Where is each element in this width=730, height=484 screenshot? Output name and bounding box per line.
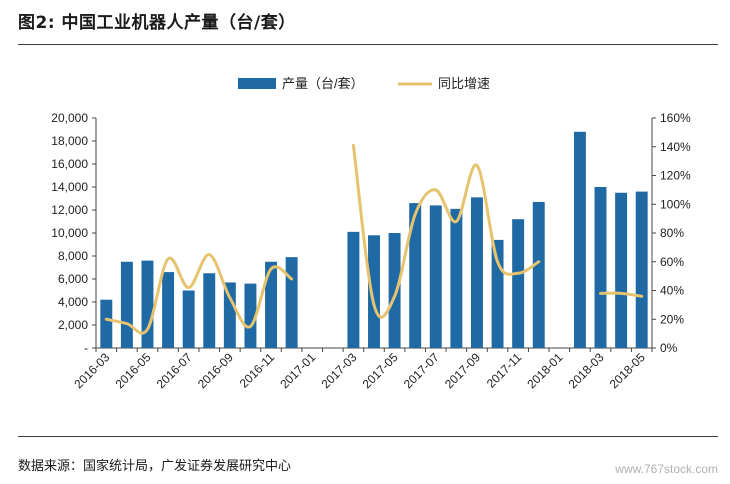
- watermark: www.767stock.com: [615, 462, 718, 476]
- bar-production: [409, 203, 422, 348]
- bar-production: [594, 187, 607, 348]
- legend-label-production: 产量（台/套）: [282, 76, 364, 91]
- bar-production: [615, 192, 628, 348]
- left-axis-tick-label: 18,000: [51, 134, 88, 148]
- left-axis-tick-label: 12,000: [51, 203, 88, 217]
- left-axis-tick-label: 10,000: [51, 226, 88, 240]
- bar-production: [368, 235, 380, 348]
- source-note: 数据来源：国家统计局，广发证券发展研究中心: [18, 459, 292, 474]
- bar-production: [470, 197, 483, 348]
- chart: - 2,000 4,000 6,000 8,000 10,000 12,000 14,000 1…: [51, 76, 691, 391]
- title-rule: [18, 44, 718, 45]
- left-axis-tick-label: 4,000: [58, 295, 88, 309]
- right-axis-tick-label: 0%: [660, 341, 678, 355]
- x-axis-tick-label: 2016-09: [195, 350, 236, 391]
- right-axis-tick-label: 100%: [660, 197, 691, 211]
- bar-production: [635, 191, 648, 348]
- x-axis-tick-label: 2018-01: [524, 350, 565, 391]
- chart-title: 图2: 中国工业机器人产量（台/套）: [18, 13, 296, 33]
- x-axis-tick-label: 2017-09: [442, 350, 483, 391]
- bar-production: [573, 131, 586, 348]
- right-axis-tick-label: 20%: [660, 312, 684, 326]
- x-axis-tick-label: 2016-05: [113, 350, 154, 391]
- x-axis-tick-label: 2017-05: [360, 350, 401, 391]
- left-axis-tick-label: 8,000: [58, 249, 88, 263]
- bar-production: [162, 272, 175, 348]
- bar-production: [100, 299, 113, 348]
- x-axis-tick-label: 2017-01: [277, 350, 318, 391]
- x-axis-tick-label: 2018-05: [607, 350, 648, 391]
- line-yoy-growth: [104, 253, 294, 335]
- bar-production: [429, 205, 442, 348]
- left-axis-tick-label: 14,000: [51, 180, 88, 194]
- bar-production: [388, 233, 401, 348]
- right-axis-tick-label: 80%: [660, 226, 684, 240]
- bar-production: [265, 261, 278, 348]
- bar-production: [182, 290, 195, 348]
- bar-production: [347, 231, 360, 348]
- line-yoy-growth: [599, 291, 644, 298]
- bar-production: [244, 283, 257, 348]
- x-axis-tick-label: 2016-07: [154, 350, 195, 391]
- right-axis-tick-label: 140%: [660, 140, 691, 154]
- legend-label-growth: 同比增速: [438, 76, 490, 91]
- x-axis-tick-label: 2018-03: [566, 350, 607, 391]
- bar-production: [120, 261, 133, 348]
- source-rule: [18, 436, 718, 437]
- bar-production: [141, 260, 154, 348]
- right-axis-tick-label: 40%: [660, 284, 684, 298]
- x-axis-tick-label: 2017-11: [484, 350, 525, 391]
- bar-production: [491, 239, 504, 348]
- right-axis-tick-label: 120%: [660, 169, 691, 183]
- line-yoy-growth: [351, 143, 541, 319]
- left-axis-tick-label: -: [84, 341, 88, 355]
- right-axis-tick-label: 160%: [660, 111, 691, 125]
- bar-production: [450, 208, 463, 348]
- right-axis-tick-label: 60%: [660, 255, 684, 269]
- left-axis-tick-label: 6,000: [58, 272, 88, 286]
- bar-production: [285, 257, 298, 348]
- bar-production: [512, 219, 525, 348]
- bar-production: [223, 282, 236, 348]
- legend-swatch-production: [238, 78, 276, 89]
- bar-production: [532, 201, 545, 348]
- left-axis-tick-label: 16,000: [51, 157, 88, 171]
- left-axis-tick-label: 2,000: [58, 318, 88, 332]
- left-axis-tick-label: 20,000: [51, 111, 88, 125]
- bar-production: [203, 273, 216, 348]
- x-axis-tick-label: 2016-03: [71, 350, 112, 391]
- x-axis-tick-label: 2017-07: [401, 350, 442, 391]
- x-axis-tick-label: 2017-03: [318, 350, 359, 391]
- x-axis-tick-label: 2016-11: [237, 350, 278, 391]
